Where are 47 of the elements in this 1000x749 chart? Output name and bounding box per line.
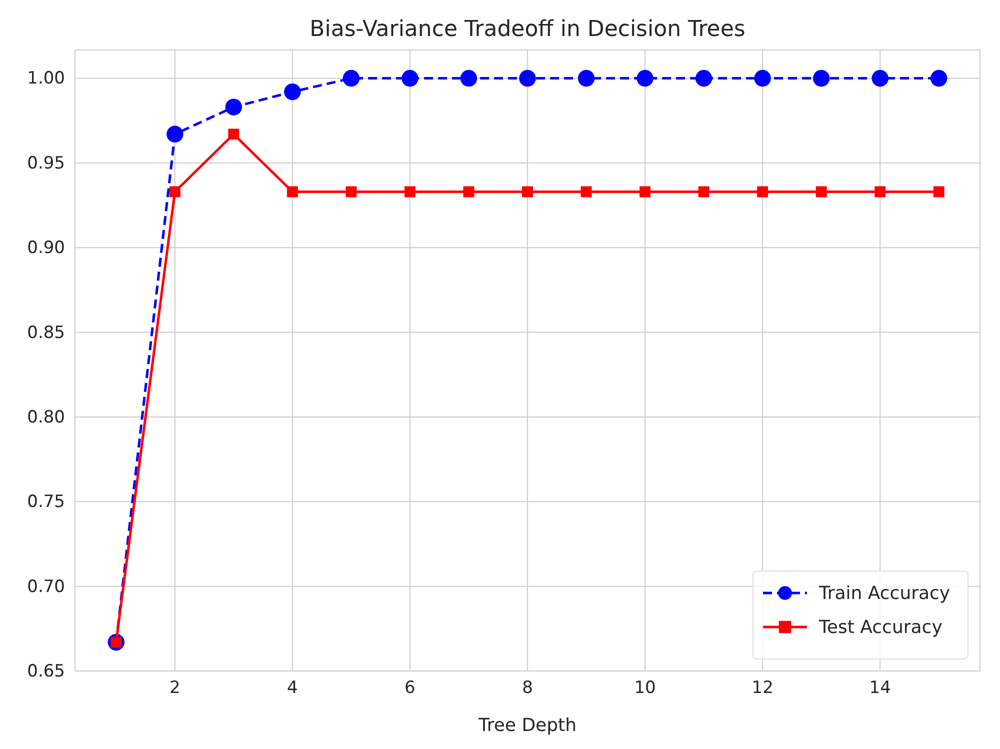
y-tick-label: 0.80	[27, 407, 65, 428]
legend-label: Test Accuracy	[818, 617, 943, 638]
chart-title: Bias-Variance Tradeoff in Decision Trees	[310, 17, 746, 42]
y-tick-label: 0.70	[27, 576, 65, 597]
legend-label: Train Accuracy	[818, 583, 950, 604]
point	[636, 70, 654, 87]
y-tick-label: 0.75	[27, 492, 65, 512]
point	[754, 70, 771, 87]
y-tick-label: 0.85	[27, 322, 65, 343]
y-tick-label: 0.65	[27, 661, 65, 682]
point	[522, 186, 533, 198]
point	[225, 98, 242, 116]
point	[930, 70, 948, 87]
x-axis-title: Tree Depth	[477, 715, 577, 736]
point	[228, 128, 240, 140]
x-tick-label: 10	[634, 678, 656, 698]
point	[169, 186, 180, 198]
point	[342, 70, 360, 87]
point	[346, 186, 357, 198]
point	[404, 186, 416, 198]
point	[872, 70, 888, 87]
point	[284, 83, 301, 100]
point	[166, 126, 184, 143]
y-tick-label: 1.00	[27, 68, 65, 89]
point	[402, 70, 418, 87]
x-tick-label: 6	[404, 678, 416, 698]
x-tick-label: 4	[287, 678, 298, 698]
x-tick-label: 8	[522, 678, 533, 698]
x-tick-label: 2	[169, 678, 180, 698]
point	[463, 186, 474, 198]
point	[816, 186, 827, 198]
x-tick-label: 14	[869, 678, 891, 698]
point	[698, 186, 710, 198]
point	[286, 186, 298, 198]
point	[757, 186, 768, 198]
y-tick-label: 0.90	[27, 238, 65, 258]
point	[812, 70, 830, 87]
point	[580, 186, 592, 198]
point	[640, 186, 651, 198]
point	[933, 186, 944, 198]
point	[460, 70, 478, 87]
point	[578, 70, 595, 87]
point	[519, 70, 536, 87]
y-tick-label: 0.95	[27, 153, 65, 174]
point	[695, 70, 712, 87]
point	[874, 186, 886, 198]
x-tick-label: 12	[752, 678, 774, 698]
